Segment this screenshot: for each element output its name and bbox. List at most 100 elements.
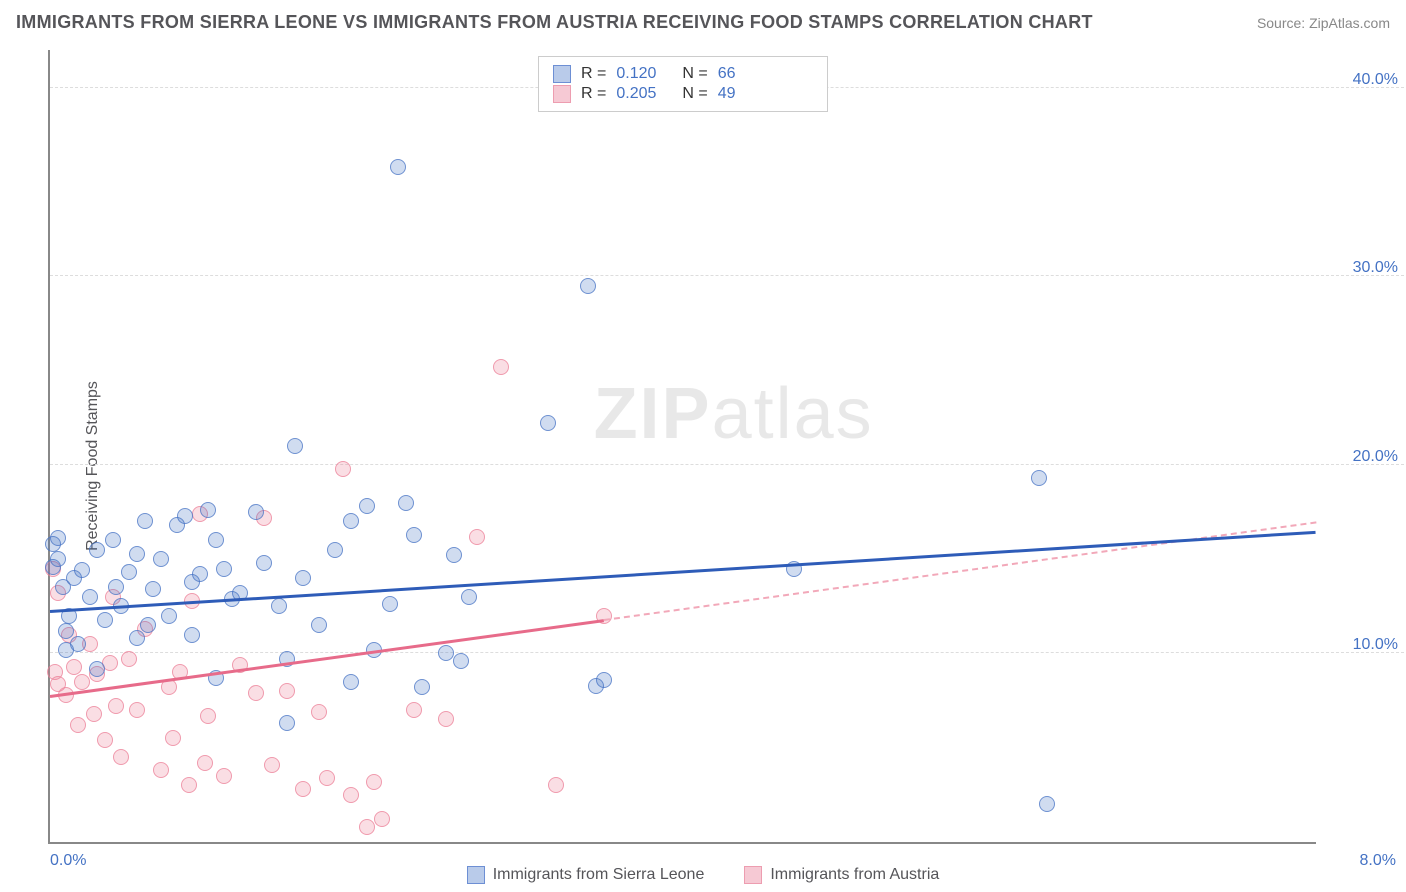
data-point — [287, 438, 303, 454]
data-point — [121, 564, 137, 580]
data-point — [184, 627, 200, 643]
data-point — [319, 770, 335, 786]
legend-swatch-s2 — [744, 866, 762, 884]
data-point — [438, 711, 454, 727]
n-value-s1: 66 — [718, 65, 736, 83]
r-value-s2: 0.205 — [616, 85, 656, 103]
data-point — [181, 777, 197, 793]
data-point — [414, 679, 430, 695]
data-point — [264, 757, 280, 773]
data-point — [248, 685, 264, 701]
legend-item-s1: Immigrants from Sierra Leone — [467, 866, 705, 884]
data-point — [89, 661, 105, 677]
swatch-series2 — [553, 85, 571, 103]
data-point — [50, 530, 66, 546]
data-point — [406, 702, 422, 718]
r-value-s1: 0.120 — [616, 65, 656, 83]
data-point — [153, 762, 169, 778]
data-point — [359, 498, 375, 514]
data-point — [271, 598, 287, 614]
data-point — [89, 542, 105, 558]
data-point — [453, 653, 469, 669]
data-point — [279, 683, 295, 699]
trend-line — [50, 531, 1316, 613]
data-point — [97, 612, 113, 628]
data-point — [197, 755, 213, 771]
legend-swatch-s1 — [467, 866, 485, 884]
r-label: R = — [581, 85, 606, 103]
y-tick-label: 40.0% — [1353, 71, 1398, 89]
data-point — [469, 529, 485, 545]
chart-title: IMMIGRANTS FROM SIERRA LEONE VS IMMIGRAN… — [16, 12, 1093, 33]
data-point — [208, 532, 224, 548]
data-point — [256, 555, 272, 571]
data-point — [113, 749, 129, 765]
data-point — [74, 562, 90, 578]
data-point — [390, 159, 406, 175]
gridline — [50, 464, 1404, 465]
data-point — [438, 645, 454, 661]
data-point — [366, 774, 382, 790]
data-point — [398, 495, 414, 511]
data-point — [200, 502, 216, 518]
n-label: N = — [682, 85, 707, 103]
data-point — [343, 787, 359, 803]
stats-row-series2: R = 0.205 N = 49 — [553, 85, 813, 103]
swatch-series1 — [553, 65, 571, 83]
chart-container: Receiving Food Stamps R = 0.120 N = 66 R… — [0, 40, 1406, 892]
y-tick-label: 30.0% — [1353, 259, 1398, 277]
gridline — [50, 275, 1404, 276]
data-point — [374, 811, 390, 827]
data-point — [66, 659, 82, 675]
data-point — [279, 715, 295, 731]
data-point — [105, 532, 121, 548]
data-point — [216, 768, 232, 784]
data-point — [311, 617, 327, 633]
data-point — [382, 596, 398, 612]
data-point — [343, 513, 359, 529]
data-point — [121, 651, 137, 667]
data-point — [58, 623, 74, 639]
data-point — [140, 617, 156, 633]
data-point — [70, 717, 86, 733]
source-label: Source: ZipAtlas.com — [1257, 15, 1390, 31]
data-point — [327, 542, 343, 558]
data-point — [335, 461, 351, 477]
data-point — [343, 674, 359, 690]
y-tick-label: 10.0% — [1353, 636, 1398, 654]
data-point — [200, 708, 216, 724]
data-point — [70, 636, 86, 652]
data-point — [161, 608, 177, 624]
data-point — [461, 589, 477, 605]
gridline — [50, 652, 1404, 653]
legend-item-s2: Immigrants from Austria — [744, 866, 939, 884]
data-point — [406, 527, 422, 543]
chart-header: IMMIGRANTS FROM SIERRA LEONE VS IMMIGRAN… — [16, 12, 1390, 33]
series-legend: Immigrants from Sierra Leone Immigrants … — [0, 866, 1406, 884]
r-label: R = — [581, 65, 606, 83]
data-point — [145, 581, 161, 597]
stats-row-series1: R = 0.120 N = 66 — [553, 65, 813, 83]
data-point — [153, 551, 169, 567]
data-point — [216, 561, 232, 577]
n-value-s2: 49 — [718, 85, 736, 103]
data-point — [446, 547, 462, 563]
data-point — [86, 706, 102, 722]
stats-legend-box: R = 0.120 N = 66 R = 0.205 N = 49 — [538, 56, 828, 112]
plot-area: R = 0.120 N = 66 R = 0.205 N = 49 ZIPatl… — [48, 50, 1316, 844]
watermark: ZIPatlas — [594, 373, 874, 455]
data-point — [311, 704, 327, 720]
data-point — [129, 546, 145, 562]
data-point — [108, 698, 124, 714]
data-point — [596, 672, 612, 688]
data-point — [248, 504, 264, 520]
data-point — [192, 566, 208, 582]
data-point — [540, 415, 556, 431]
data-point — [359, 819, 375, 835]
legend-label-s2: Immigrants from Austria — [770, 866, 939, 884]
data-point — [580, 278, 596, 294]
legend-label-s1: Immigrants from Sierra Leone — [493, 866, 705, 884]
data-point — [129, 630, 145, 646]
n-label: N = — [682, 65, 707, 83]
y-tick-label: 20.0% — [1353, 448, 1398, 466]
